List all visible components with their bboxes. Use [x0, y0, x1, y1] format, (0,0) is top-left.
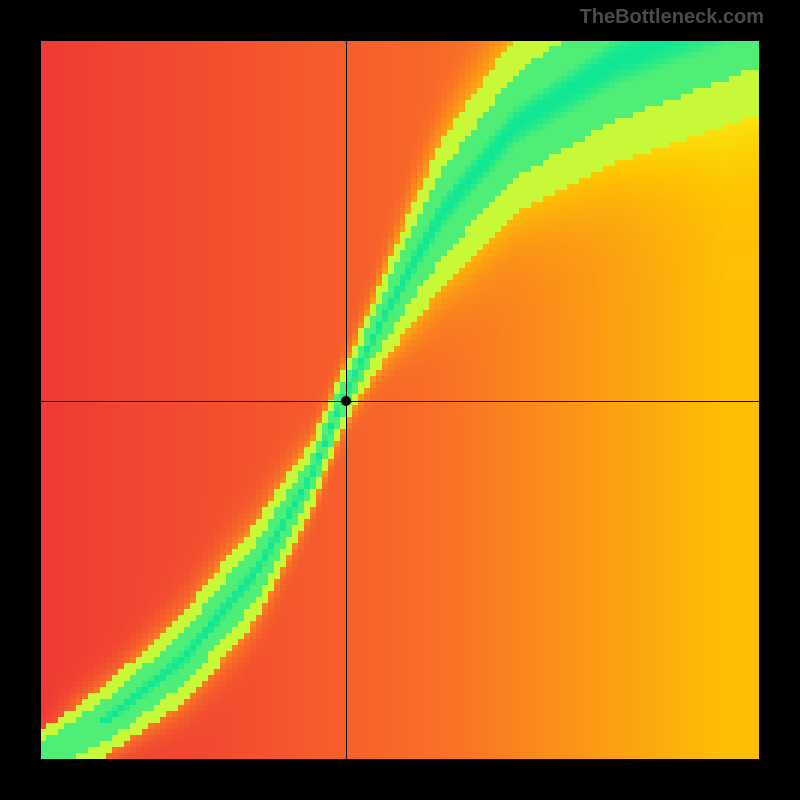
data-point-marker	[341, 396, 351, 406]
crosshair-horizontal	[41, 401, 759, 402]
heatmap-canvas	[41, 41, 759, 759]
plot-area	[41, 41, 759, 759]
watermark-text: TheBottleneck.com	[580, 6, 764, 29]
chart-container: TheBottleneck.com	[0, 0, 800, 800]
